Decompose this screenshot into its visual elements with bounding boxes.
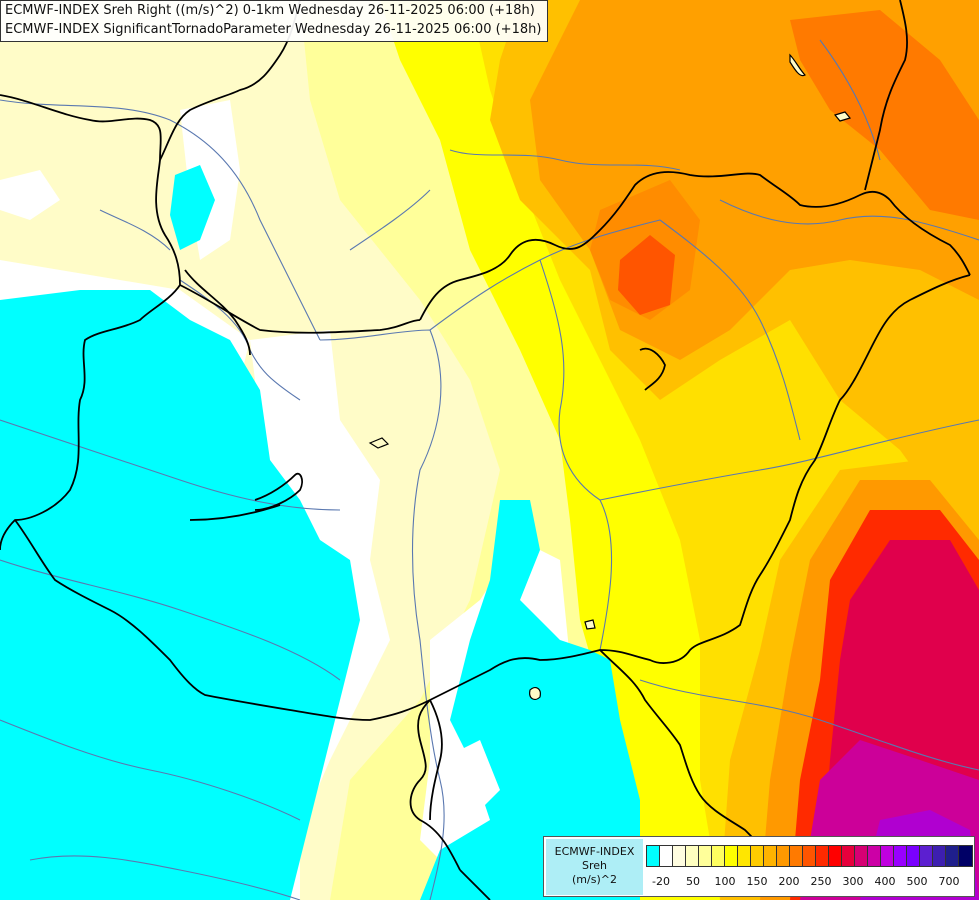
legend-title: ECMWF-INDEX Sreh (m/s)^2 [546,839,643,895]
legend-swatch [958,845,973,867]
field-negative-south [420,500,640,900]
field-red-orange [618,235,675,315]
field-negative-north [170,165,215,250]
legend-tick-label: 400 [874,875,896,888]
legend-tick-label: 200 [778,875,800,888]
color-legend: ECMWF-INDEX Sreh (m/s)^2 -20 50 100 150 200 2… [543,836,975,897]
header-line-stp: ECMWF-INDEX SignificantTornadoParameter … [5,22,542,37]
lakes [368,53,852,700]
legend-tick-label: 300 [842,875,864,888]
rivers [0,39,979,900]
legend-tick-label: 700 [938,875,960,888]
legend-title-line1: ECMWF-INDEX [554,845,635,858]
legend-tick-label: 250 [810,875,832,888]
legend-tick-label: 150 [746,875,768,888]
field-dark-orange [790,10,979,220]
legend-title-line2: Sreh [581,859,607,872]
header-line-sreh: ECMWF-INDEX Sreh Right ((m/s)^2) 0-1km W… [5,3,535,18]
legend-tick-label: -20 [652,875,670,888]
legend-tick-label: 100 [714,875,736,888]
field-neutral-south-inner [440,740,500,820]
field-negative-west [0,290,360,900]
field-neutral-nw [0,170,60,220]
header-box: ECMWF-INDEX Sreh Right ((m/s)^2) 0-1km W… [0,0,548,42]
legend-tick-label: 50 [686,875,700,888]
legend-tick-label: 500 [906,875,928,888]
legend-title-line3: (m/s)^2 [572,873,617,886]
